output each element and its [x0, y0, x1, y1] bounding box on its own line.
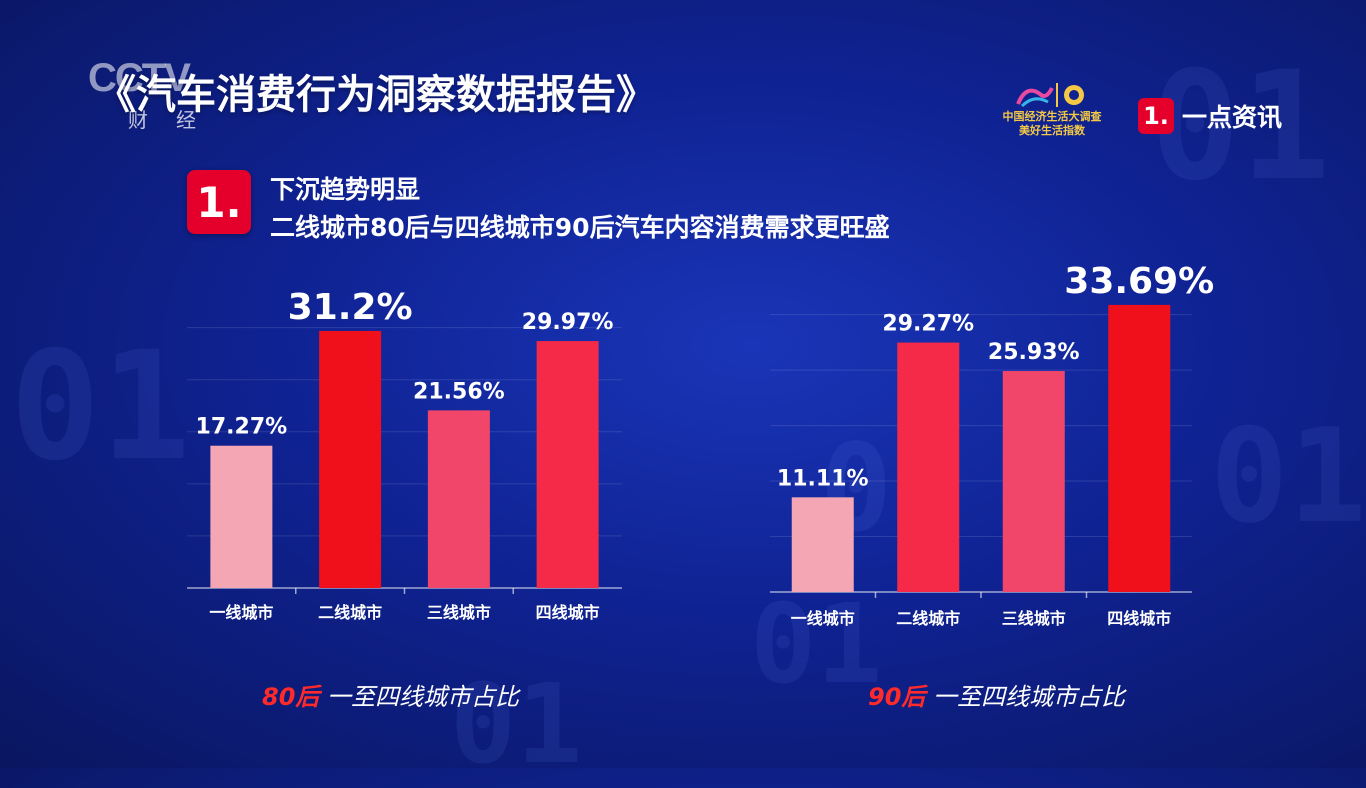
bar [1108, 304, 1171, 592]
caption-text: 一至四线城市占比 [327, 683, 520, 711]
bg-digits: 01 [1150, 40, 1331, 214]
bar [791, 497, 854, 592]
bar-value-label: 17.27% [196, 415, 288, 440]
bar [210, 445, 273, 588]
bar-value-label: 33.69% [1064, 261, 1214, 302]
bar-value-label: 31.2% [288, 287, 413, 328]
chart-80s: 17.27% 一线城市 31.2% 二线城市 21.56% 三线城市 29.97% 四线城市 [187, 287, 622, 622]
bar [1002, 371, 1065, 592]
brand-logo: 1. 一点资讯 [1138, 98, 1282, 134]
bar-value-label: 25.93% [988, 340, 1080, 365]
bg-digits: 01 [10, 320, 191, 494]
caption-highlight: 80后 [262, 683, 320, 711]
sponsor-line2: 美好生活指数 [1019, 124, 1085, 137]
category-label: 一线城市 [791, 609, 855, 628]
bar-value-label: 11.11% [777, 466, 869, 491]
bg-digits: 01 [750, 580, 883, 708]
bg-digits: 01 [1210, 400, 1366, 552]
section-heading: 下沉趋势明显 [270, 175, 421, 204]
bar-value-label: 21.56% [413, 379, 505, 404]
section-subheading: 二线城市80后与四线城市90后汽车内容消费需求更旺盛 [270, 213, 890, 242]
brand-name: 一点资讯 [1182, 103, 1283, 132]
bar [319, 330, 382, 588]
category-label: 二线城市 [318, 603, 382, 622]
bar [427, 410, 490, 588]
bar [536, 341, 599, 588]
sponsor-mark-icon [1016, 83, 1084, 108]
channel-logo: CCTV [88, 56, 191, 100]
channel-sub: 财经 [128, 108, 224, 132]
bar-value-label: 29.27% [882, 312, 974, 337]
report-title: 《汽车消费行为洞察数据报告》 [96, 72, 656, 118]
chart-90s: 11.11% 一线城市 29.27% 二线城市 25.93% 三线城市 33.69% 四线城市 [770, 261, 1214, 628]
category-label: 三线城市 [1002, 609, 1066, 628]
sponsor-line1: 中国经济生活大调查 [1002, 110, 1102, 123]
caption-80s: 80后 一至四线城市占比 [262, 677, 519, 712]
category-label: 四线城市 [536, 603, 600, 622]
caption-highlight: 90后 [868, 683, 926, 711]
bar-charts: 17.27%一线城市31.2%二线城市21.56%三线城市29.97%四线城市 … [187, 261, 1214, 628]
section-number-badge: 1. [187, 170, 251, 234]
bar [897, 342, 960, 592]
brand-badge: 1. [1138, 98, 1174, 134]
category-label: 二线城市 [896, 609, 960, 628]
caption-text: 一至四线城市占比 [933, 683, 1126, 711]
category-label: 三线城市 [427, 603, 491, 622]
bg-digits: 01 [450, 660, 583, 788]
category-label: 一线城市 [209, 603, 273, 622]
category-label: 四线城市 [1107, 609, 1171, 628]
sponsor-logo: 中国经济生活大调查 美好生活指数 [982, 80, 1122, 150]
bar-value-label: 29.97% [522, 310, 614, 335]
caption-90s: 90后 一至四线城市占比 [868, 677, 1125, 712]
